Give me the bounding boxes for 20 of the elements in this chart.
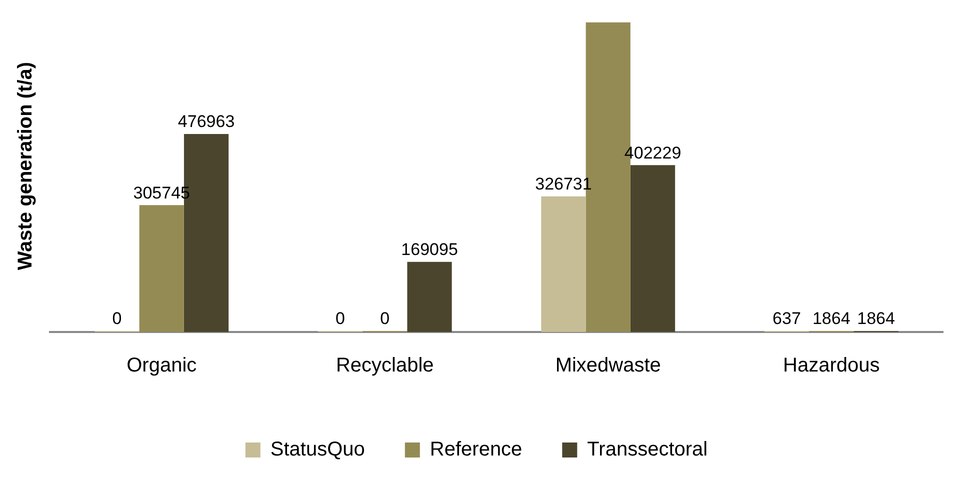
legend-label: StatusQuo [270, 438, 365, 461]
bar [630, 165, 676, 332]
y-axis-title: Waste generation (t/a) [14, 62, 37, 270]
data-label: 637 [772, 309, 801, 328]
bar [139, 205, 184, 332]
data-label: 1864 [857, 309, 895, 328]
data-label: 0 [112, 309, 122, 328]
data-label: 169095 [401, 240, 458, 260]
data-label: 0 [335, 309, 345, 328]
data-label: 476963 [178, 112, 235, 132]
x-tick-label: Organic [126, 354, 197, 377]
x-tick-label: Recyclable [336, 354, 434, 377]
x-tick-label: Hazardous [783, 354, 880, 377]
x-tick-label: Mixedwaste [555, 354, 661, 377]
bar [407, 262, 452, 332]
bar [541, 196, 586, 332]
data-label: 1864 [812, 309, 850, 328]
data-label: 0 [380, 309, 390, 328]
legend-label: Reference [430, 438, 522, 461]
legend-label: Transsectoral [587, 438, 708, 461]
